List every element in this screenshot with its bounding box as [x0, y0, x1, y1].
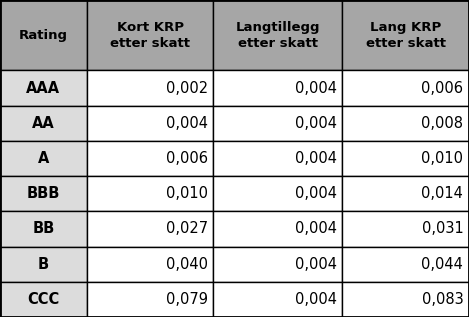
Bar — [342, 141, 469, 176]
Bar — [0, 176, 87, 211]
Text: BBB: BBB — [27, 186, 60, 201]
Text: 0,004: 0,004 — [295, 186, 337, 201]
Bar — [0, 106, 87, 141]
Bar — [87, 141, 213, 176]
Bar — [342, 282, 469, 317]
Bar — [0, 211, 87, 247]
Text: 0,004: 0,004 — [295, 257, 337, 272]
Bar — [0, 141, 87, 176]
Bar — [87, 211, 213, 247]
Bar — [0, 247, 87, 282]
Bar — [0, 0, 87, 70]
Text: AA: AA — [32, 116, 55, 131]
Text: 0,010: 0,010 — [166, 186, 208, 201]
Text: 0,079: 0,079 — [166, 292, 208, 307]
Bar — [87, 247, 213, 282]
Text: Rating: Rating — [19, 29, 68, 42]
Text: 0,083: 0,083 — [422, 292, 463, 307]
Text: BB: BB — [32, 222, 54, 236]
Text: 0,004: 0,004 — [295, 222, 337, 236]
Text: Kort KRP
etter skatt: Kort KRP etter skatt — [110, 21, 190, 50]
Bar — [0, 282, 87, 317]
Text: 0,004: 0,004 — [295, 151, 337, 166]
Text: 0,031: 0,031 — [422, 222, 463, 236]
Text: 0,014: 0,014 — [422, 186, 463, 201]
Text: 0,044: 0,044 — [422, 257, 463, 272]
Bar — [87, 0, 213, 70]
Text: 0,010: 0,010 — [421, 151, 463, 166]
Bar — [342, 106, 469, 141]
Text: Lang KRP
etter skatt: Lang KRP etter skatt — [366, 21, 446, 50]
Text: CCC: CCC — [27, 292, 60, 307]
Bar — [213, 282, 342, 317]
Text: 0,008: 0,008 — [421, 116, 463, 131]
Text: 0,004: 0,004 — [295, 292, 337, 307]
Text: 0,027: 0,027 — [166, 222, 208, 236]
Text: B: B — [38, 257, 49, 272]
Bar — [342, 0, 469, 70]
Bar — [213, 141, 342, 176]
Bar — [213, 70, 342, 106]
Bar — [342, 211, 469, 247]
Bar — [213, 0, 342, 70]
Bar — [342, 247, 469, 282]
Bar — [87, 176, 213, 211]
Bar — [87, 70, 213, 106]
Bar — [87, 106, 213, 141]
Text: 0,006: 0,006 — [166, 151, 208, 166]
Text: A: A — [38, 151, 49, 166]
Bar — [87, 282, 213, 317]
Bar — [342, 176, 469, 211]
Bar — [213, 247, 342, 282]
Text: 0,002: 0,002 — [166, 81, 208, 95]
Text: Langtillegg
etter skatt: Langtillegg etter skatt — [235, 21, 320, 50]
Bar — [0, 70, 87, 106]
Bar — [213, 176, 342, 211]
Bar — [213, 106, 342, 141]
Bar — [213, 211, 342, 247]
Text: 0,040: 0,040 — [166, 257, 208, 272]
Text: AAA: AAA — [26, 81, 61, 95]
Text: 0,004: 0,004 — [166, 116, 208, 131]
Text: 0,004: 0,004 — [295, 81, 337, 95]
Text: 0,006: 0,006 — [421, 81, 463, 95]
Bar — [342, 70, 469, 106]
Text: 0,004: 0,004 — [295, 116, 337, 131]
